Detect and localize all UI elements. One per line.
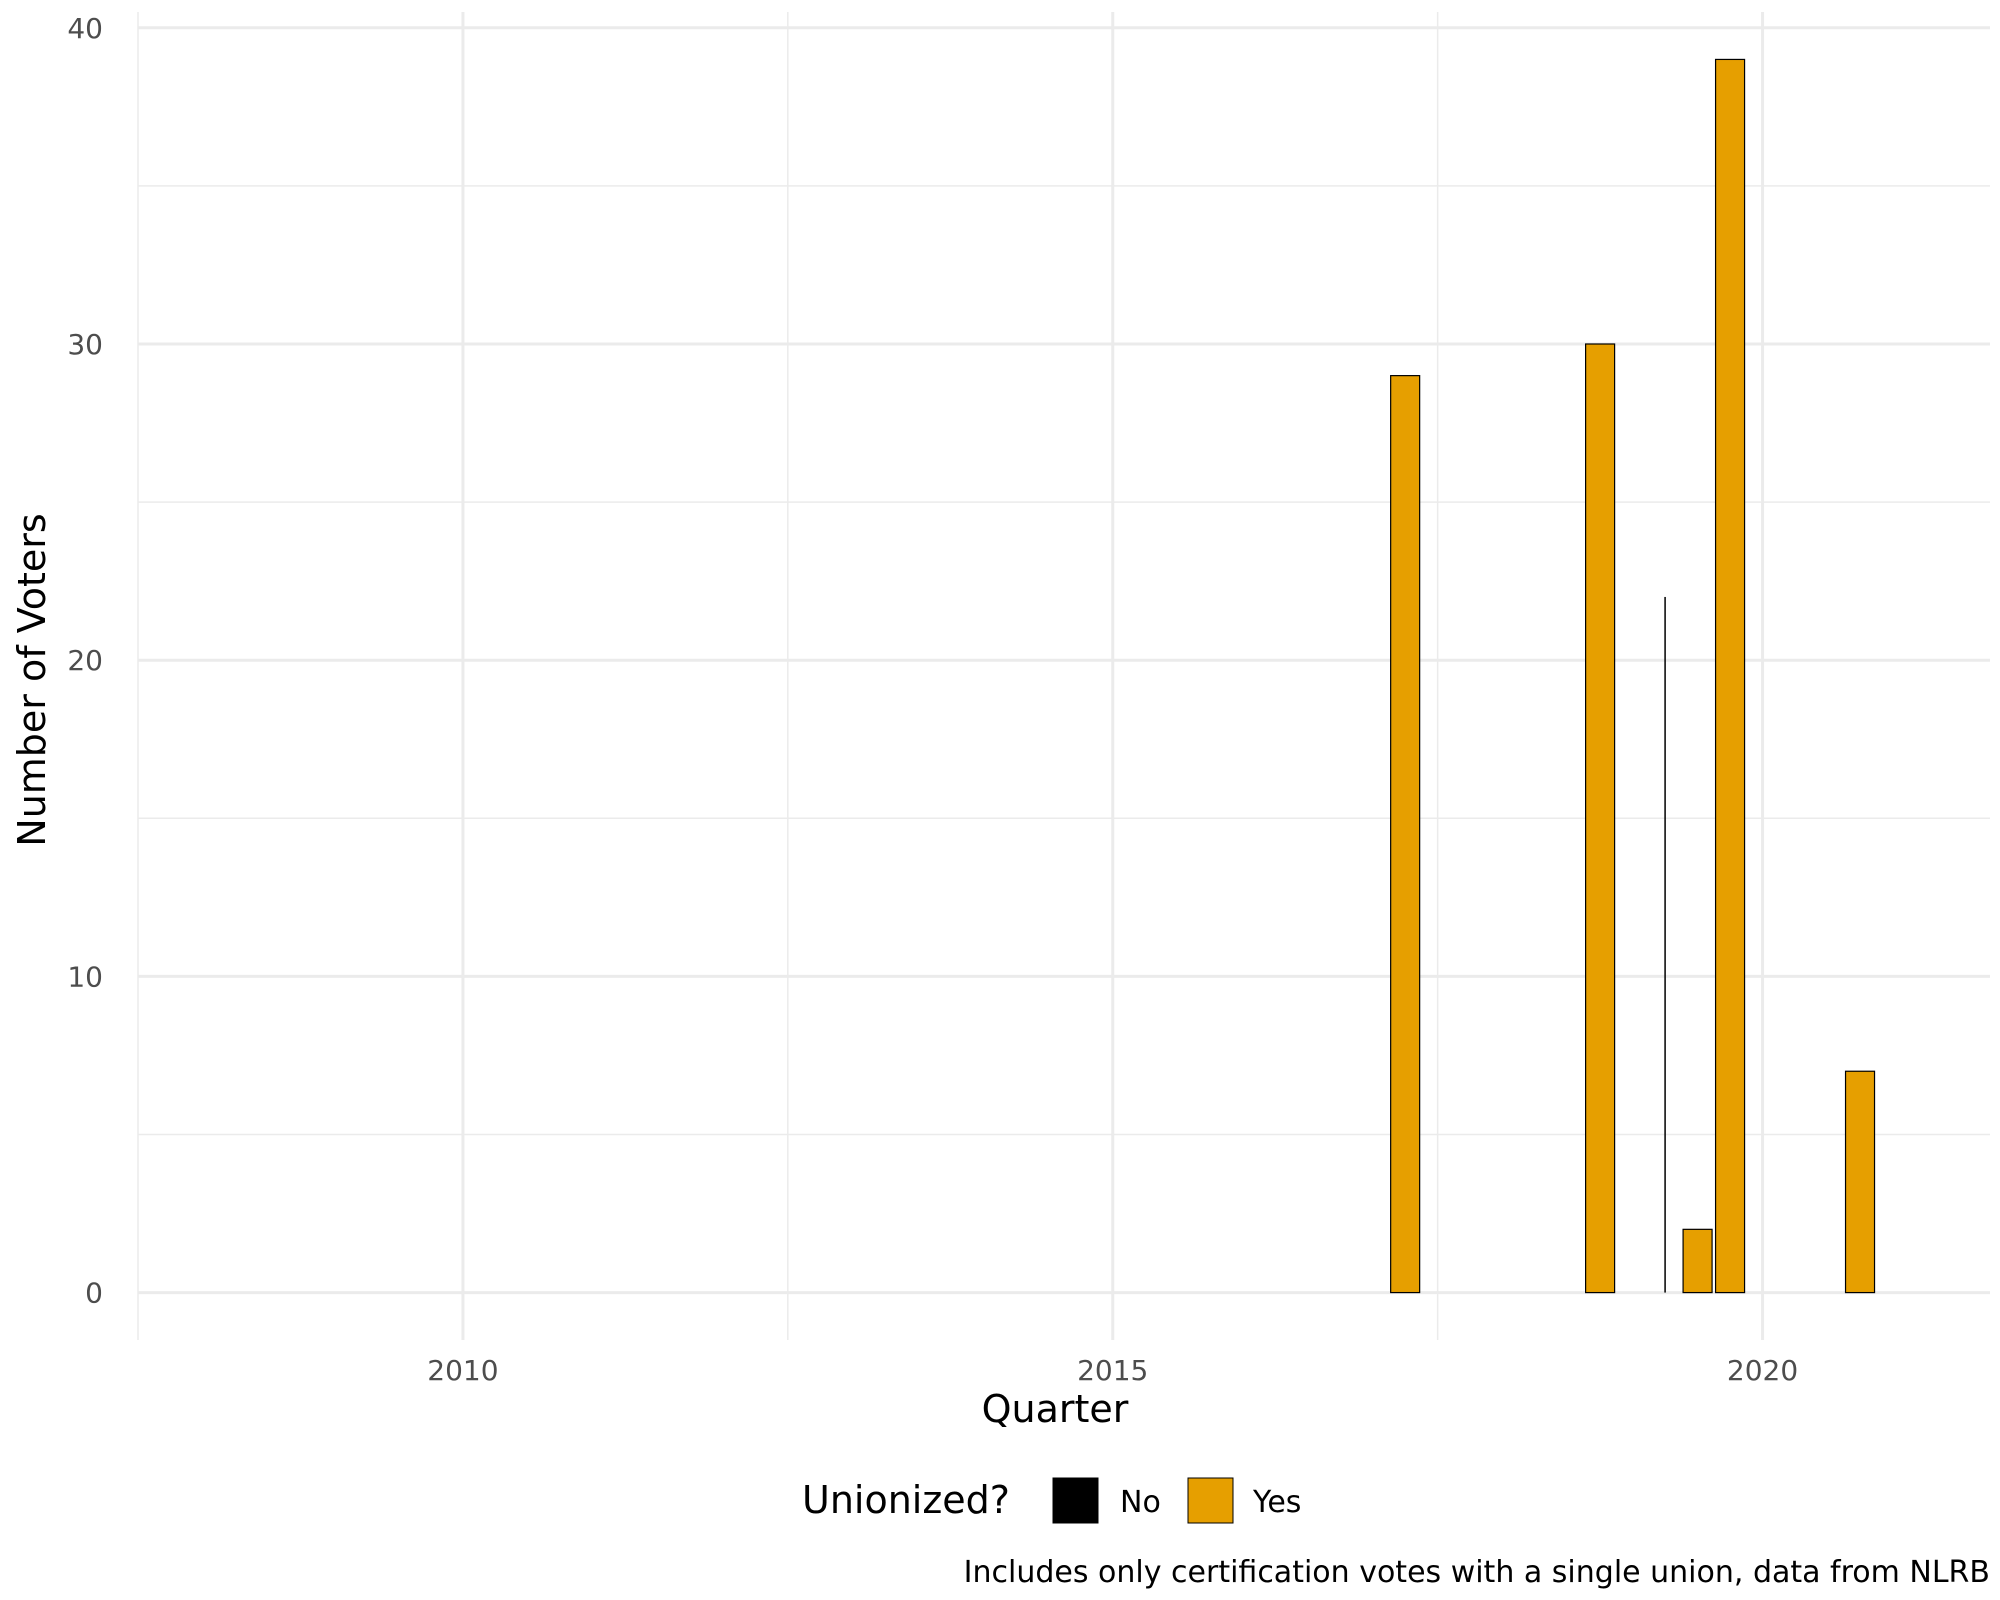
bar-yes	[1714, 58, 1746, 1294]
legend-label-no: No	[1120, 1485, 1161, 1520]
x-tick-label: 2010	[427, 1354, 498, 1387]
x-tick-label: 2015	[1077, 1354, 1148, 1387]
y-tick-label: 0	[85, 1277, 103, 1310]
y-tick-label: 20	[67, 644, 103, 677]
minor-gridlines	[137, 12, 1990, 1340]
x-tick-label: 2020	[1727, 1354, 1798, 1387]
major-gridlines	[138, 12, 1990, 1340]
bars	[1390, 58, 1876, 1294]
legend-swatch-no	[1052, 1477, 1099, 1524]
bar-yes	[1682, 1228, 1713, 1294]
bar-no	[1664, 596, 1666, 1293]
y-tick-labels: 0 10 20 30 40	[67, 12, 103, 1310]
legend-label-yes: Yes	[1252, 1485, 1301, 1520]
legend: Unionized? No Yes	[802, 1477, 1301, 1524]
bar-yes	[1844, 1070, 1876, 1294]
legend-title: Unionized?	[802, 1478, 1010, 1522]
bar-yes	[1390, 375, 1421, 1294]
caption: Includes only certification votes with a…	[964, 1555, 1990, 1590]
legend-swatch-yes	[1187, 1477, 1234, 1524]
x-axis-title: Quarter	[982, 1387, 1129, 1431]
bar-yes	[1585, 343, 1616, 1294]
y-axis-title: Number of Voters	[10, 513, 54, 846]
x-tick-labels: 2010 2015 2020	[427, 1354, 1798, 1387]
y-tick-label: 40	[67, 12, 103, 45]
y-tick-label: 10	[67, 960, 103, 993]
y-tick-label: 30	[67, 328, 103, 361]
